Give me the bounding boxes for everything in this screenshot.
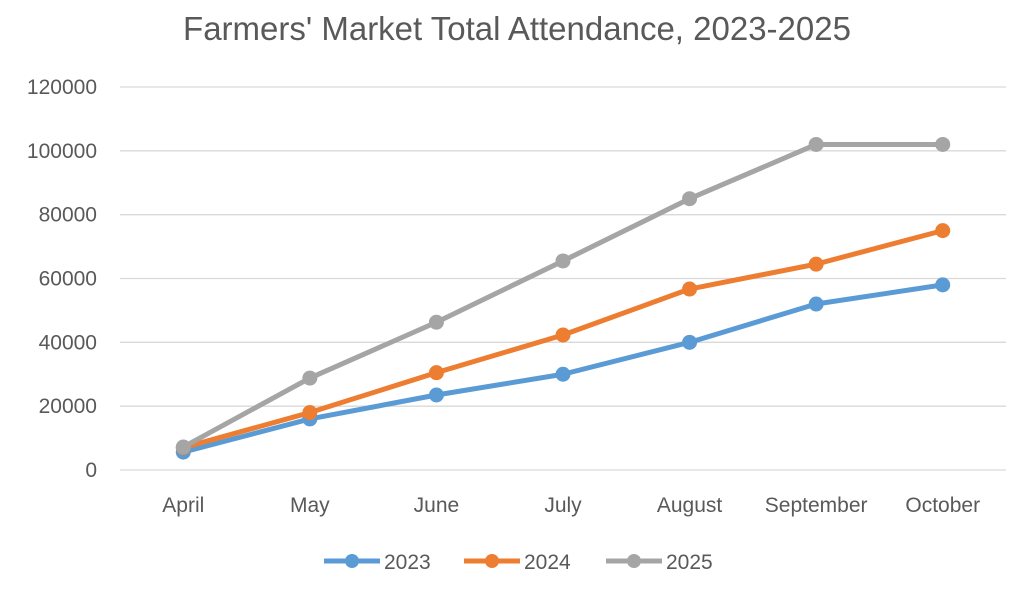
- y-tick-label: 60000: [39, 268, 97, 291]
- x-tick-label: June: [414, 494, 460, 517]
- data-point-2025-September: [808, 136, 824, 152]
- x-tick-label: May: [290, 494, 330, 517]
- data-point-2024-October: [935, 223, 951, 239]
- data-point-2025-July: [555, 253, 571, 269]
- legend-swatch-marker: [627, 554, 641, 568]
- data-point-2023-July: [555, 366, 571, 382]
- data-point-2023-October: [935, 277, 951, 293]
- y-tick-label: 100000: [27, 140, 97, 163]
- data-point-2025-April: [175, 439, 191, 455]
- y-tick-label: 40000: [39, 331, 97, 354]
- x-tick-label: April: [162, 494, 204, 517]
- data-point-2024-July: [555, 327, 571, 343]
- y-tick-label: 0: [85, 459, 97, 482]
- series-2025: [175, 136, 951, 455]
- legend-label: 2023: [384, 551, 431, 574]
- legend-item-2024: 2024: [464, 551, 571, 574]
- x-tick-label: October: [905, 494, 980, 517]
- y-axis-ticks: 0 20000 40000 60000 80000 100000 120000: [27, 76, 97, 482]
- legend: 2023 2024 2025: [324, 551, 713, 574]
- data-point-2025-October: [935, 136, 951, 152]
- x-tick-label: July: [544, 494, 582, 517]
- y-tick-label: 20000: [39, 395, 97, 418]
- data-point-2025-May: [302, 370, 318, 386]
- legend-swatch-marker: [485, 554, 499, 568]
- data-point-2023-June: [428, 387, 444, 403]
- legend-label: 2024: [524, 551, 571, 574]
- y-tick-label: 120000: [27, 76, 97, 99]
- legend-swatch-marker: [345, 554, 359, 568]
- legend-label: 2025: [666, 551, 713, 574]
- data-point-2024-June: [428, 365, 444, 381]
- x-tick-label: September: [765, 494, 868, 517]
- data-point-2023-September: [808, 296, 824, 312]
- x-axis-ticks: April May June July August September October: [162, 494, 980, 517]
- data-point-2024-September: [808, 256, 824, 272]
- series-group: [175, 136, 951, 460]
- data-point-2025-August: [682, 191, 698, 207]
- legend-item-2023: 2023: [324, 551, 431, 574]
- data-point-2024-May: [302, 405, 318, 421]
- data-point-2024-August: [682, 281, 698, 297]
- series-2023: [175, 277, 951, 460]
- legend-item-2025: 2025: [606, 551, 713, 574]
- data-point-2025-June: [428, 314, 444, 330]
- series-line-2025: [180, 141, 946, 450]
- x-tick-label: August: [657, 494, 723, 517]
- chart-title: Farmers' Market Total Attendance, 2023-2…: [183, 10, 851, 47]
- y-tick-label: 80000: [39, 204, 97, 227]
- data-point-2023-August: [682, 334, 698, 350]
